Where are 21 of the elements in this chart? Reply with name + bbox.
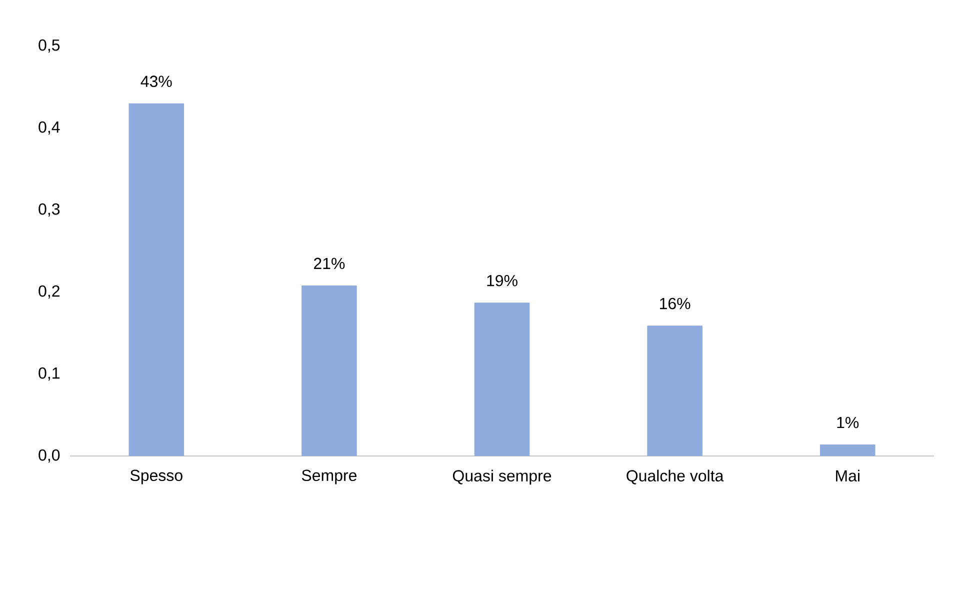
bar [820,444,876,456]
y-tick-label: 0,2 [38,285,60,299]
bar [302,285,357,456]
data-label: 21% [314,258,345,270]
x-tick-label: Quasi sempre [452,470,552,485]
data-label: 19% [487,274,518,286]
data-label: 16% [660,298,690,310]
bar [474,302,530,456]
x-tick-label: Qualche volta [626,470,724,484]
data-label: 43% [140,76,172,88]
y-tick-label: 0,3 [38,203,60,217]
y-tick-label: 0,1 [38,367,60,381]
y-tick-label: 0,4 [38,121,60,135]
bar [128,103,184,456]
x-tick-label: Spesso [130,470,182,484]
y-tick-label: 0,5 [38,39,60,53]
bar [647,326,702,456]
x-tick-label: Mai [836,470,860,482]
y-tick-label: 0,0 [38,449,60,463]
x-tick-label: Sempre [302,470,357,484]
data-label: 1% [837,416,859,428]
